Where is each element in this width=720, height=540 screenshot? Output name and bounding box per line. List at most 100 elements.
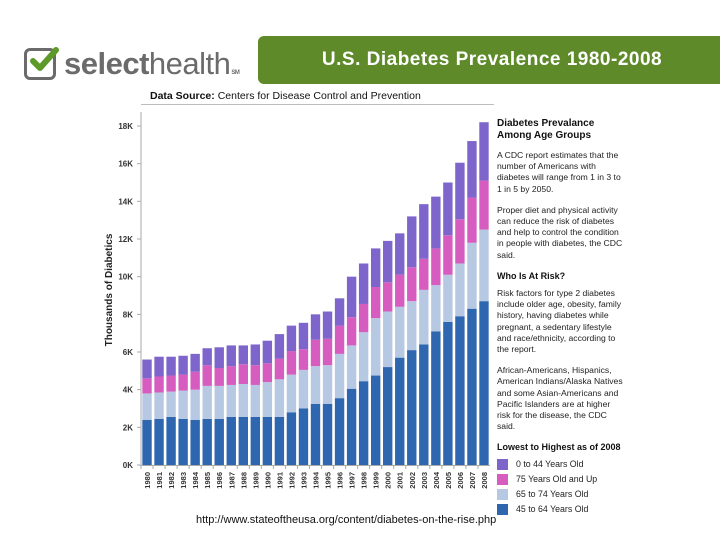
- bar-segment: [370, 375, 381, 465]
- logo-text-health: health: [148, 46, 231, 81]
- bar-segment: [443, 321, 453, 465]
- bar-segment: [286, 325, 297, 352]
- bar-segment: [383, 311, 393, 368]
- bar-segment: [166, 391, 176, 417]
- bar-segment: [262, 416, 273, 465]
- bar-segment: [479, 301, 489, 465]
- bar-segment: [178, 418, 188, 465]
- data-source: Data Source: Centers for Disease Control…: [150, 90, 421, 102]
- bar-segment: [238, 364, 248, 385]
- bar-segment: [383, 240, 393, 283]
- bar-segment: [334, 298, 345, 326]
- x-tick-label: 1997: [348, 472, 357, 489]
- x-tick-label: 1990: [263, 472, 272, 489]
- y-axis: 0K 2K 4K 6K 8K 10K 12K 14K 16K 18K: [118, 112, 142, 470]
- info-paragraph-1: A CDC report estimates that the number o…: [497, 150, 621, 194]
- info-panel: Diabetes Prevalance Among Age Groups A C…: [497, 118, 625, 517]
- bar-segment: [455, 219, 465, 264]
- x-tick-label: 1998: [360, 472, 369, 489]
- bar-segment: [262, 382, 273, 417]
- x-tick-label: 1984: [191, 471, 200, 489]
- legend-label: 45 to 64 Years Old: [516, 503, 589, 514]
- bar-segment: [274, 358, 285, 380]
- info-paragraph-4: African-Americans, Hispanics, American I…: [497, 365, 623, 432]
- bar-segment: [467, 141, 477, 198]
- y-tick-label: 14K: [118, 197, 133, 206]
- bar-segment: [346, 276, 357, 318]
- bar-segment: [431, 196, 441, 249]
- bar-segment: [250, 344, 261, 366]
- risk-heading: Who Is At Risk?: [497, 270, 566, 281]
- x-tick-label: 1989: [251, 472, 260, 489]
- logo-text-select: select: [64, 46, 149, 81]
- bar-segment: [154, 376, 164, 393]
- bar-segment: [142, 378, 152, 394]
- bar-segment: [322, 365, 333, 404]
- bar-segment: [407, 301, 417, 351]
- bar-segment: [443, 182, 453, 236]
- x-tick-label: 2000: [384, 472, 393, 489]
- bar-segment: [298, 322, 309, 350]
- bar-segment: [370, 248, 381, 288]
- bar-segment: [443, 274, 453, 322]
- bar-segment: [322, 311, 333, 339]
- bar-segment: [334, 398, 345, 465]
- legend-label: 65 to 74 Years Old: [516, 488, 589, 499]
- bar-segment: [310, 366, 321, 404]
- bar-segment: [202, 365, 212, 386]
- bar-segment: [274, 416, 285, 465]
- bar-segment: [190, 419, 200, 465]
- y-tick-label: 6K: [123, 348, 133, 357]
- selecthealth-logo: selecthealthSM: [24, 46, 240, 82]
- bar-segment: [358, 381, 369, 465]
- checkmark-icon: [24, 47, 59, 80]
- bar-segment: [238, 384, 248, 417]
- x-tick-label: 1995: [324, 472, 333, 489]
- bar-segment: [419, 344, 429, 465]
- bar-segment: [142, 359, 152, 379]
- x-tick-label: 1983: [179, 472, 188, 489]
- bar-segment: [407, 267, 417, 302]
- legend-title: Lowest to Highest as of 2008: [497, 442, 621, 453]
- bar-segment: [419, 204, 429, 259]
- bar-segment: [286, 351, 297, 375]
- x-tick-label: 2005: [444, 472, 453, 489]
- bar-segment: [419, 258, 429, 290]
- legend-label: 75 Years Old and Up: [516, 473, 598, 484]
- bar-segment: [286, 374, 297, 413]
- bar-segment: [154, 418, 164, 465]
- x-tick-label: 2002: [408, 472, 417, 489]
- bar-segment: [274, 334, 285, 359]
- bar-segment: [178, 374, 188, 391]
- bar-segment: [479, 229, 489, 302]
- bar-segment: [202, 348, 212, 366]
- legend-swatch: [497, 503, 508, 515]
- page-title: U.S. Diabetes Prevalence 1980-2008: [321, 49, 663, 70]
- bar-segment: [154, 356, 164, 377]
- legend-swatch: [497, 458, 508, 470]
- data-source-value: Centers for Disease Control and Preventi…: [217, 90, 421, 102]
- bar-segment: [479, 180, 489, 230]
- bar-segment: [383, 282, 393, 312]
- bar-segment: [190, 371, 200, 390]
- x-tick-label: 2008: [480, 472, 489, 489]
- bar-segment: [395, 306, 405, 358]
- bar-segment: [262, 340, 273, 364]
- legend-swatch: [497, 488, 508, 500]
- bar-segment: [431, 331, 441, 465]
- bar-segment: [322, 338, 333, 366]
- bar-segment: [166, 375, 176, 392]
- bar-segment: [202, 418, 212, 465]
- x-axis: 1980 1981 1982 1983 1984 1985 1986 1987 1988 1989…: [140, 465, 490, 489]
- bar-segment: [431, 285, 441, 332]
- y-tick-label: 12K: [118, 235, 133, 244]
- bar-segment: [346, 317, 357, 346]
- bar-segment: [226, 345, 236, 367]
- bar-segment: [286, 412, 297, 465]
- x-tick-label: 2001: [396, 472, 405, 489]
- bar-segment: [407, 350, 417, 465]
- bar-segment: [226, 384, 236, 417]
- legend-item: 45 to 64 Years Old: [497, 502, 625, 517]
- bar-segment: [178, 390, 188, 419]
